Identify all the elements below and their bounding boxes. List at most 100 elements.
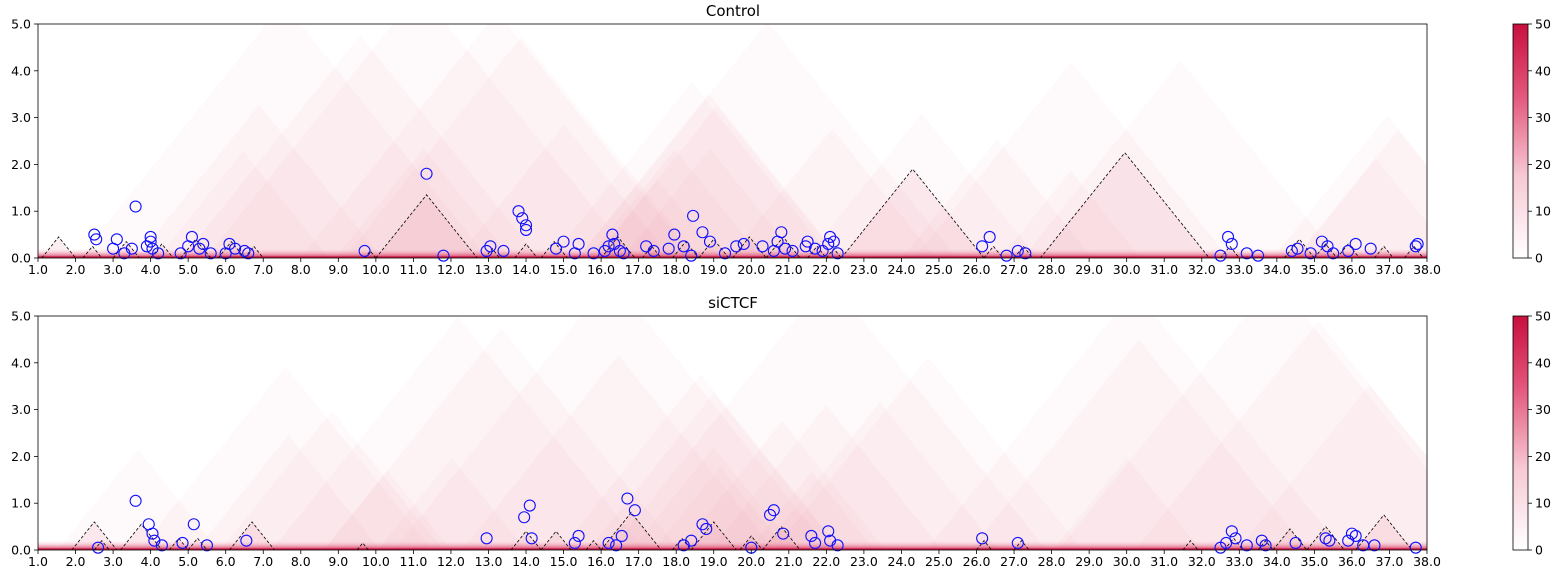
tad-outline: [41, 236, 76, 258]
loop-marker: [176, 536, 189, 550]
loop-marker: [1291, 242, 1304, 255]
x-tick-label: 29.0: [1075, 262, 1103, 277]
loop-marker: [677, 240, 690, 253]
tad-outline: [690, 521, 737, 550]
loop-marker: [1240, 539, 1253, 552]
tad-outline: [120, 523, 163, 550]
loop-marker: [685, 249, 698, 262]
x-tick-label: 7.0: [253, 554, 273, 569]
y-tick-label: 0.0: [11, 251, 31, 266]
loop-marker: [801, 235, 814, 248]
loop-marker: [516, 212, 529, 225]
control-panel: 1.0 2.0 3.0 4.0 5.0 6.0 7.0 8.0 9.0 10.0 11.0 12.0 1…: [11, 17, 1551, 278]
loop-marker: [730, 240, 743, 253]
tad-outline: [1272, 528, 1308, 550]
x-tick-label: 32.0: [1188, 262, 1216, 277]
x-tick-label: 38.0: [1413, 262, 1441, 277]
loop-marker: [976, 532, 989, 545]
x-tick-label: 28.0: [1038, 262, 1066, 277]
tad-outline: [540, 530, 572, 550]
loop-marker: [606, 228, 619, 241]
y-tick-label: 4.0: [11, 355, 31, 370]
loop-marker: [1240, 247, 1253, 260]
x-tick-label: 36.0: [1338, 554, 1366, 569]
loop-marker: [662, 242, 675, 255]
x-tick-label: 10.0: [362, 262, 390, 277]
loop-marker: [484, 240, 497, 253]
loop-marker: [1364, 242, 1377, 255]
loop-marker: [144, 230, 157, 243]
background-contact-triangle: [1424, 209, 1502, 258]
x-tick-label: 12.0: [437, 554, 465, 569]
tad-outline: [1182, 540, 1199, 550]
loop-marker: [1411, 237, 1424, 251]
colorbar-tick-label: 30: [1535, 110, 1551, 125]
x-tick-label: 25.0: [925, 554, 953, 569]
loop-marker: [1327, 247, 1340, 260]
x-tick-label: 19.0: [700, 554, 728, 569]
tad-outline: [698, 238, 730, 258]
x-tick-label: 27.0: [1000, 262, 1028, 277]
colorbar-tick-label: 50: [1535, 17, 1551, 32]
y-tick-label: 5.0: [11, 17, 31, 32]
loop-marker: [174, 247, 187, 260]
y-tick-label: 2.0: [11, 157, 31, 172]
loop-marker: [775, 226, 788, 239]
loop-marker: [146, 527, 159, 540]
loop-marker: [831, 247, 844, 260]
loop-marker: [615, 529, 628, 543]
y-tick-label: 3.0: [11, 402, 31, 417]
y-tick-label: 4.0: [11, 63, 31, 78]
x-tick-label: 16.0: [587, 262, 615, 277]
x-tick-label: 37.0: [1376, 554, 1404, 569]
sictcf-title: siCTCF: [708, 294, 758, 312]
x-tick-label: 21.0: [775, 262, 803, 277]
loop-marker: [1000, 249, 1013, 262]
x-tick-label: 14.0: [512, 262, 540, 277]
x-tick-label: 13.0: [475, 554, 503, 569]
x-tick-label: 18.0: [662, 262, 690, 277]
loop-marker: [512, 205, 525, 218]
loop-marker: [1229, 532, 1242, 545]
loop-marker: [358, 244, 371, 258]
loop-marker: [572, 529, 585, 543]
loop-marker: [238, 244, 251, 258]
loop-marker: [144, 235, 157, 248]
loop-marker: [523, 499, 536, 512]
x-tick-label: 20.0: [737, 554, 765, 569]
x-tick-label: 1.0: [28, 262, 48, 277]
loop-marker: [786, 244, 799, 258]
loop-marker: [809, 242, 822, 255]
loop-marker: [1259, 539, 1272, 552]
tad-outline: [93, 540, 110, 550]
colorbar-tick-label: 20: [1535, 449, 1551, 464]
loop-marker: [1409, 240, 1422, 253]
tad-outline: [514, 243, 538, 258]
loop-marker: [1319, 532, 1332, 545]
loop-marker: [1019, 247, 1032, 260]
tad-outline: [1257, 540, 1274, 550]
loop-marker: [700, 522, 713, 535]
plot-frame: [37, 23, 1428, 259]
x-tick-label: 28.0: [1038, 554, 1066, 569]
colorbar-tick-label: 0: [1535, 543, 1543, 558]
loop-marker: [1285, 244, 1298, 258]
y-tick-label: 0.0: [11, 543, 31, 558]
loop-marker: [129, 200, 142, 213]
x-tick-label: 2.0: [66, 554, 86, 569]
loop-marker: [756, 240, 769, 253]
x-tick-label: 34.0: [1263, 554, 1291, 569]
loop-marker: [602, 240, 615, 253]
x-tick-label: 14.0: [512, 554, 540, 569]
x-tick-label: 9.0: [328, 262, 348, 277]
x-tick-label: 13.0: [475, 262, 503, 277]
loop-marker: [827, 235, 840, 248]
colorbar: [1512, 23, 1529, 259]
loop-marker: [497, 244, 510, 258]
x-tick-label: 6.0: [216, 554, 236, 569]
x-tick-label: 4.0: [141, 554, 161, 569]
loop-marker: [822, 525, 835, 538]
x-tick-label: 1.0: [28, 554, 48, 569]
x-tick-label: 21.0: [775, 554, 803, 569]
y-tick-label: 1.0: [11, 496, 31, 511]
